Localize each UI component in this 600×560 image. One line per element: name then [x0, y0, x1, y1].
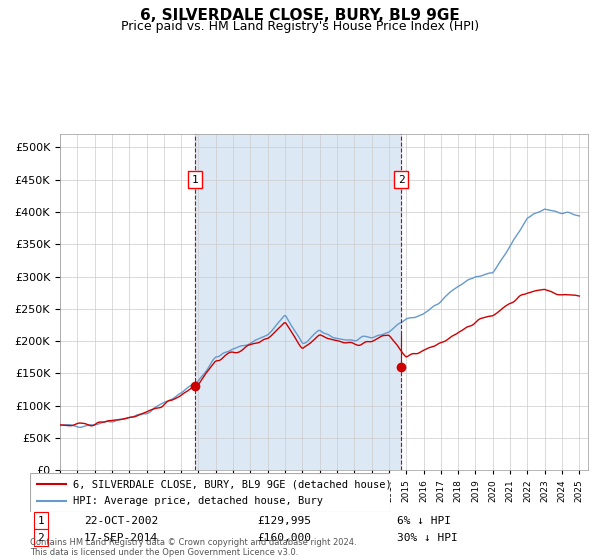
Text: Price paid vs. HM Land Registry's House Price Index (HPI): Price paid vs. HM Land Registry's House … — [121, 20, 479, 32]
Text: 17-SEP-2014: 17-SEP-2014 — [84, 533, 158, 543]
FancyBboxPatch shape — [30, 473, 390, 512]
Bar — [195, 134, 401, 470]
Text: HPI: Average price, detached house, Bury: HPI: Average price, detached house, Bury — [73, 496, 323, 506]
Text: 6% ↓ HPI: 6% ↓ HPI — [397, 516, 451, 526]
Text: 2: 2 — [37, 533, 44, 543]
Text: 2: 2 — [398, 175, 404, 185]
Text: 6, SILVERDALE CLOSE, BURY, BL9 9GE: 6, SILVERDALE CLOSE, BURY, BL9 9GE — [140, 8, 460, 24]
Text: £160,000: £160,000 — [257, 533, 311, 543]
Text: 30% ↓ HPI: 30% ↓ HPI — [397, 533, 458, 543]
Text: 22-OCT-2002: 22-OCT-2002 — [84, 516, 158, 526]
Text: 1: 1 — [191, 175, 199, 185]
Text: 6, SILVERDALE CLOSE, BURY, BL9 9GE (detached house): 6, SILVERDALE CLOSE, BURY, BL9 9GE (deta… — [73, 479, 392, 489]
Text: 1: 1 — [37, 516, 44, 526]
Text: £129,995: £129,995 — [257, 516, 311, 526]
Text: Contains HM Land Registry data © Crown copyright and database right 2024.
This d: Contains HM Land Registry data © Crown c… — [30, 538, 356, 557]
